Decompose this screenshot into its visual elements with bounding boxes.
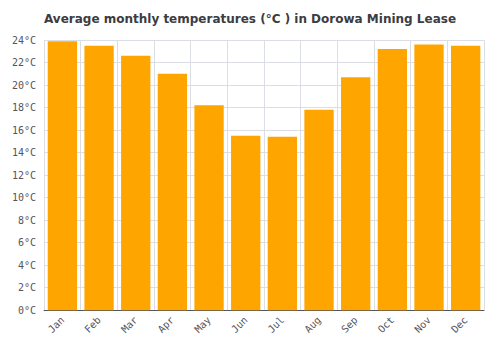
svg-text:Sep: Sep bbox=[339, 314, 360, 335]
svg-text:Apr: Apr bbox=[156, 314, 177, 335]
svg-text:12°C: 12°C bbox=[12, 170, 36, 181]
svg-text:Feb: Feb bbox=[82, 314, 103, 335]
svg-text:Jan: Jan bbox=[46, 314, 67, 335]
svg-text:Nov: Nov bbox=[412, 314, 433, 335]
svg-text:4°C: 4°C bbox=[18, 260, 36, 271]
svg-text:24°C: 24°C bbox=[12, 35, 36, 46]
svg-text:0°C: 0°C bbox=[18, 305, 36, 316]
svg-text:22°C: 22°C bbox=[12, 57, 36, 68]
svg-text:18°C: 18°C bbox=[12, 102, 36, 113]
svg-text:Jun: Jun bbox=[229, 314, 250, 335]
svg-text:6°C: 6°C bbox=[18, 237, 36, 248]
svg-text:14°C: 14°C bbox=[12, 147, 36, 158]
svg-text:May: May bbox=[192, 314, 213, 335]
svg-text:2°C: 2°C bbox=[18, 282, 36, 293]
svg-text:Aug: Aug bbox=[302, 314, 323, 335]
svg-text:Average monthly temperatures (: Average monthly temperatures (°C ) in Do… bbox=[44, 12, 456, 26]
svg-text:Jul: Jul bbox=[266, 314, 287, 335]
svg-text:10°C: 10°C bbox=[12, 192, 36, 203]
svg-text:16°C: 16°C bbox=[12, 125, 36, 136]
svg-text:Oct: Oct bbox=[376, 314, 397, 335]
svg-text:Dec: Dec bbox=[449, 314, 470, 335]
svg-text:Mar: Mar bbox=[119, 314, 140, 335]
svg-text:8°C: 8°C bbox=[18, 215, 36, 226]
svg-text:20°C: 20°C bbox=[12, 80, 36, 91]
